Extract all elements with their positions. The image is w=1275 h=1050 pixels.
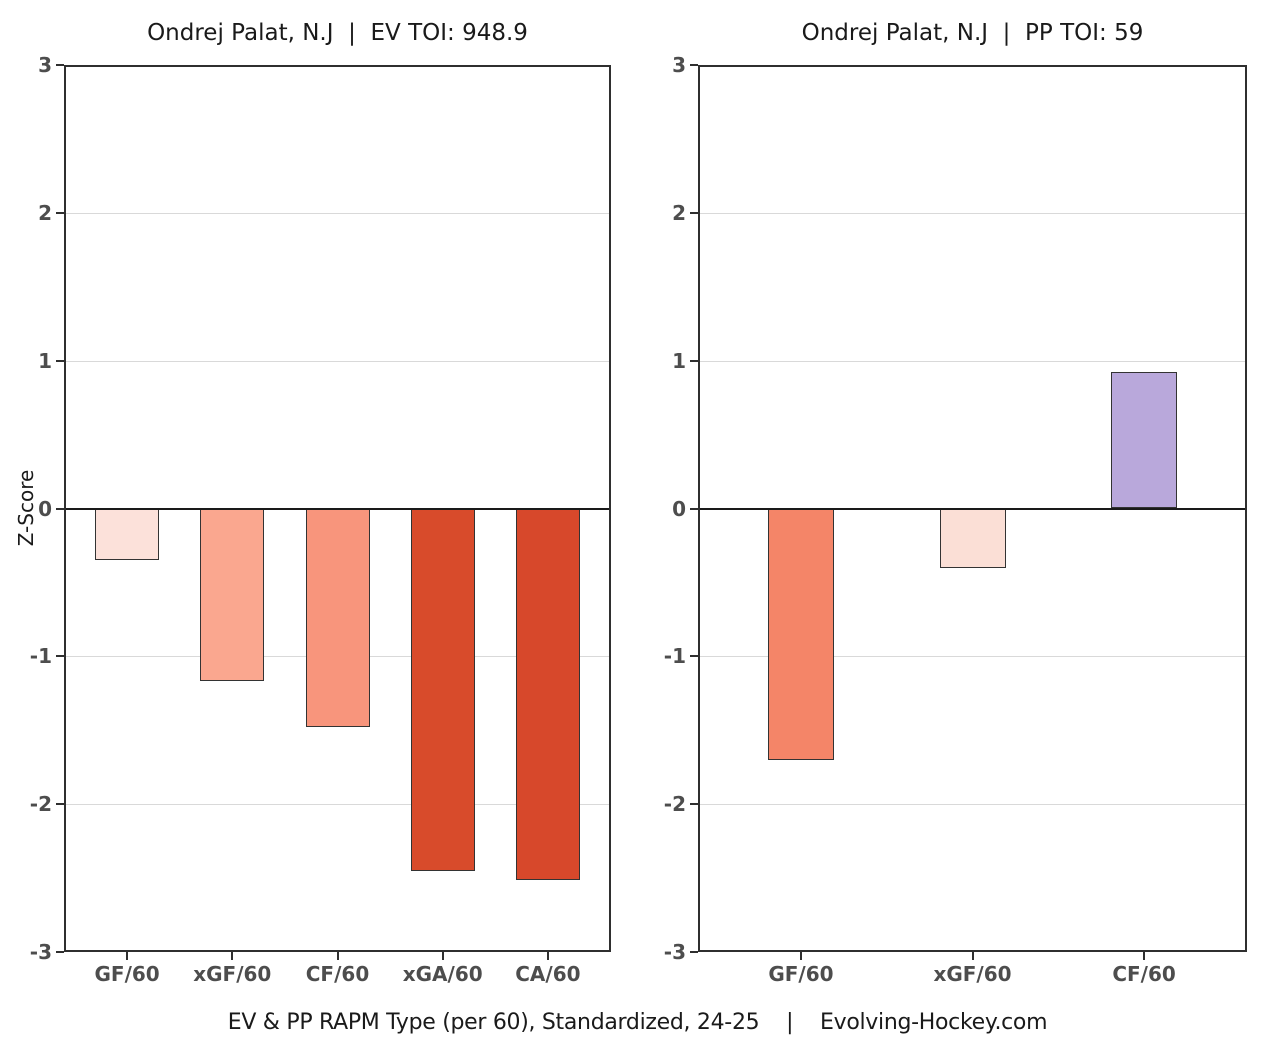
gridline-y1 [700, 360, 1245, 362]
y-tick-label-2: 2 [672, 200, 686, 225]
zero-line [698, 507, 1247, 510]
x-tick-3 [441, 952, 444, 960]
gridline-y2 [700, 212, 1245, 214]
pp-chart-title: Ondrej Palat, N.J | PP TOI: 59 [801, 20, 1144, 46]
y-tick-label-1: 1 [672, 348, 686, 373]
y-tick-label--3: -3 [29, 940, 52, 964]
bar-ca60 [515, 508, 580, 880]
figure-caption: EV & PP RAPM Type (per 60), Standardized… [227, 1010, 1048, 1035]
bar-xgf60 [939, 508, 1006, 568]
gridline-y-2 [66, 804, 609, 806]
bar-xga60 [410, 508, 475, 871]
y-tick-0 [56, 507, 64, 510]
x-tick-4 [546, 952, 549, 960]
x-tick-1 [231, 952, 234, 960]
ev-chart-title: Ondrej Palat, N.J | EV TOI: 948.9 [147, 20, 528, 46]
gridline-y-1 [700, 656, 1245, 658]
bar-cf60 [305, 508, 370, 728]
x-tick-0 [799, 952, 802, 960]
x-tick-0 [126, 952, 129, 960]
y-tick-2 [690, 211, 698, 214]
x-tick-label-3: xGA/60 [402, 962, 483, 986]
y-tick-label-2: 2 [38, 200, 52, 225]
zero-line [64, 507, 611, 510]
bar-gf60 [767, 508, 834, 760]
y-tick-label--2: -2 [29, 792, 52, 817]
y-tick--1 [690, 655, 698, 658]
ev-chart-panel [64, 65, 611, 952]
y-tick-3 [690, 64, 698, 66]
y-tick--3 [56, 951, 64, 953]
y-tick-label-0: 0 [672, 496, 686, 521]
y-tick-label--2: -2 [663, 792, 686, 817]
x-tick-label-2: CF/60 [1112, 962, 1176, 986]
y-tick--2 [690, 803, 698, 806]
x-tick-label-0: GF/60 [94, 962, 160, 986]
bar-cf60 [1111, 372, 1178, 509]
y-tick-label--3: -3 [663, 940, 686, 964]
y-tick-1 [690, 359, 698, 362]
y-tick-label-3: 3 [672, 53, 686, 77]
gridline-y2 [66, 212, 609, 214]
x-tick-2 [336, 952, 339, 960]
y-tick-label--1: -1 [29, 644, 52, 669]
y-tick-1 [56, 359, 64, 362]
y-tick-label-0: 0 [38, 496, 52, 521]
gridline-y1 [66, 360, 609, 362]
pp-chart-panel [698, 65, 1247, 952]
y-tick-label-1: 1 [38, 348, 52, 373]
y-tick-0 [690, 507, 698, 510]
x-tick-2 [1143, 952, 1146, 960]
x-tick-label-0: GF/60 [768, 962, 834, 986]
y-tick--1 [56, 655, 64, 658]
bar-gf60 [95, 508, 160, 561]
y-tick--3 [690, 951, 698, 953]
gridline-y-2 [700, 804, 1245, 806]
y-tick-3 [56, 64, 64, 66]
x-tick-label-1: xGF/60 [193, 962, 272, 986]
y-tick-label--1: -1 [663, 644, 686, 669]
y-tick-label-3: 3 [38, 53, 52, 77]
y-tick--2 [56, 803, 64, 806]
x-tick-label-4: CA/60 [515, 962, 581, 986]
x-tick-1 [971, 952, 974, 960]
x-tick-label-1: xGF/60 [933, 962, 1012, 986]
x-tick-label-2: CF/60 [305, 962, 370, 986]
y-tick-2 [56, 211, 64, 214]
